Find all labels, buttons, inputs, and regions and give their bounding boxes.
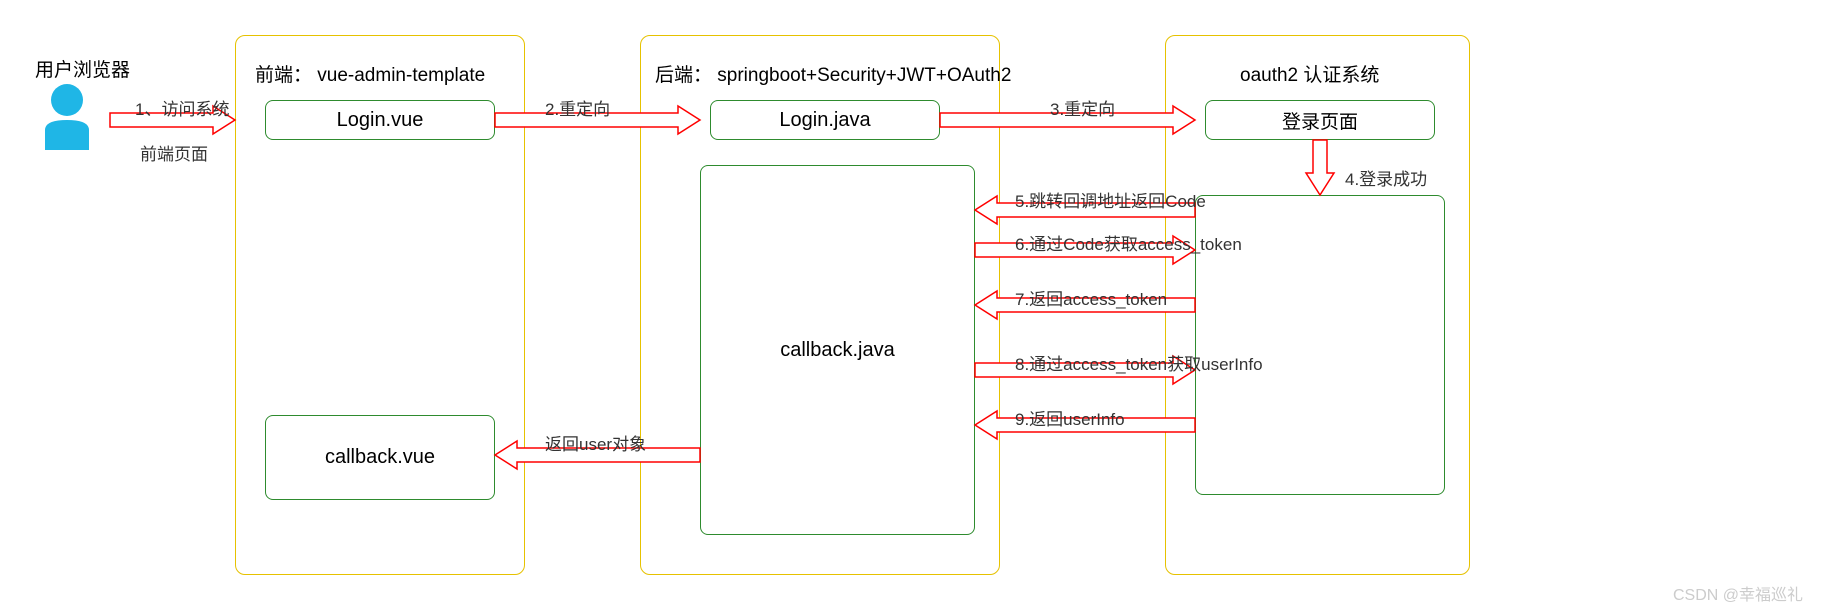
backend-title: 后端： springboot+Security+JWT+OAuth2	[655, 60, 1011, 87]
arrow-label-a5: 5.跳转回调地址返回Code	[1015, 187, 1206, 212]
user-icon	[40, 82, 95, 152]
login-vue-node: Login.vue	[265, 100, 495, 140]
callback-vue-node: callback.vue	[265, 415, 495, 500]
arrow-label-a1: 1、访问系统	[135, 95, 229, 120]
callback-vue-label: callback.vue	[325, 446, 435, 469]
arrow-label-a10: 返回user对象	[545, 430, 646, 455]
frontend-title: 前端： vue-admin-template	[255, 60, 485, 87]
login-page-node: 登录页面	[1205, 100, 1435, 140]
arrow-label-a3: 3.重定向	[1050, 95, 1115, 120]
arrow-label-a6: 6.通过Code获取access_token	[1015, 230, 1242, 255]
user-label: 用户浏览器	[35, 55, 130, 82]
arrow-label-a4: 4.登录成功	[1345, 165, 1427, 190]
arrow-label-a9: 9.返回userInfo	[1015, 405, 1125, 430]
callback-java-node: callback.java	[700, 165, 975, 535]
arrow-label-a8: 8.通过access_token获取userInfo	[1015, 350, 1263, 375]
login-vue-label: Login.vue	[337, 109, 424, 132]
arrow-sublabel-a1: 前端页面	[140, 140, 208, 165]
login-java-label: Login.java	[779, 109, 870, 132]
arrow-label-a2: 2.重定向	[545, 95, 610, 120]
arrow-label-a7: 7.返回access_token	[1015, 285, 1167, 310]
callback-java-label: callback.java	[780, 339, 895, 362]
login-page-label: 登录页面	[1282, 107, 1358, 134]
oauth2-title: oauth2 认证系统	[1240, 60, 1379, 87]
login-java-node: Login.java	[710, 100, 940, 140]
watermark: CSDN @幸福巡礼	[1673, 581, 1803, 605]
